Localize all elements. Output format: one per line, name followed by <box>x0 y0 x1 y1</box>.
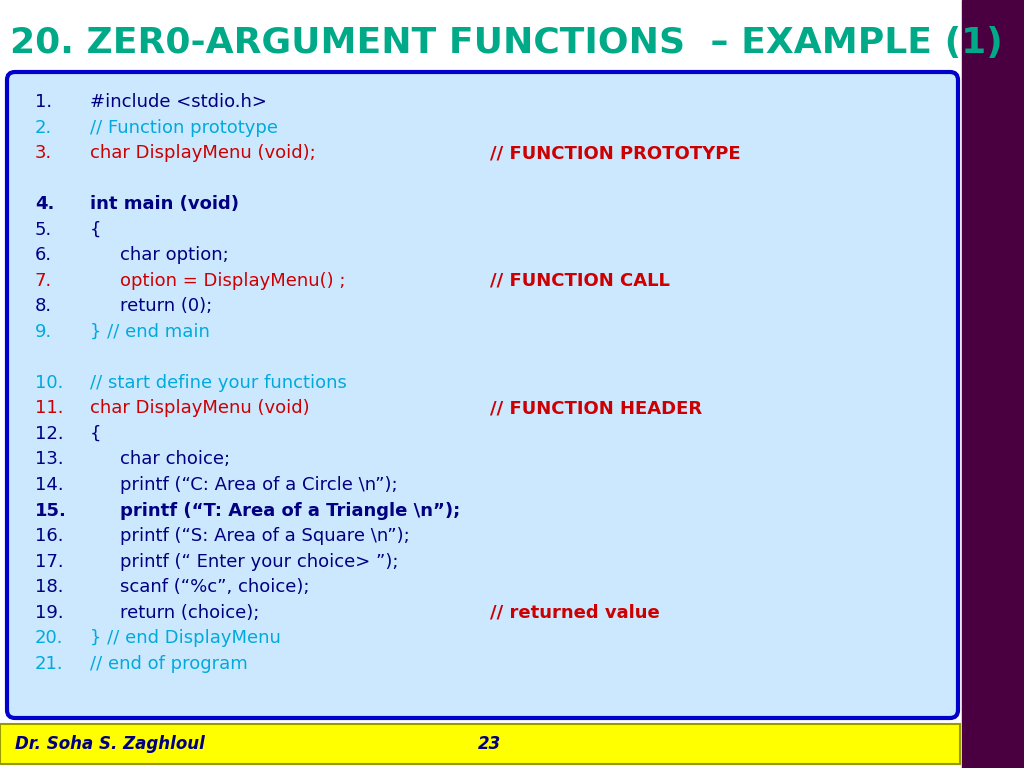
Text: char DisplayMenu (void);: char DisplayMenu (void); <box>90 144 315 162</box>
Text: // end of program: // end of program <box>90 654 248 673</box>
Text: return (0);: return (0); <box>120 297 212 315</box>
Text: 2.: 2. <box>35 118 52 137</box>
Text: 19.: 19. <box>35 604 63 621</box>
Text: 1.: 1. <box>35 93 52 111</box>
Text: #include <stdio.h>: #include <stdio.h> <box>90 93 267 111</box>
Text: char choice;: char choice; <box>120 451 230 468</box>
Text: Dr. Soha S. Zaghloul: Dr. Soha S. Zaghloul <box>15 735 205 753</box>
Text: 12.: 12. <box>35 425 63 443</box>
Text: printf (“ Enter your choice> ”);: printf (“ Enter your choice> ”); <box>120 552 398 571</box>
Text: // Function prototype: // Function prototype <box>90 118 278 137</box>
Bar <box>0 724 961 764</box>
FancyBboxPatch shape <box>7 72 958 718</box>
Text: 21.: 21. <box>35 654 63 673</box>
Text: 5.: 5. <box>35 220 52 239</box>
Text: } // end main: } // end main <box>90 323 210 341</box>
Text: 9.: 9. <box>35 323 52 341</box>
Text: // start define your functions: // start define your functions <box>90 374 347 392</box>
Text: // FUNCTION HEADER: // FUNCTION HEADER <box>490 399 702 417</box>
Text: 17.: 17. <box>35 552 63 571</box>
Text: {: { <box>90 220 101 239</box>
Text: printf (“C: Area of a Circle \n”);: printf (“C: Area of a Circle \n”); <box>120 476 397 494</box>
Text: 20.: 20. <box>35 629 63 647</box>
Text: 10.: 10. <box>35 374 63 392</box>
Text: char DisplayMenu (void): char DisplayMenu (void) <box>90 399 309 417</box>
Bar <box>0 724 961 764</box>
Text: option = DisplayMenu() ;: option = DisplayMenu() ; <box>120 272 345 290</box>
Text: 14.: 14. <box>35 476 63 494</box>
Text: 8.: 8. <box>35 297 52 315</box>
Text: printf (“T: Area of a Triangle \n”);: printf (“T: Area of a Triangle \n”); <box>120 502 460 519</box>
Text: // returned value: // returned value <box>490 604 659 621</box>
Text: 23: 23 <box>478 735 502 753</box>
Text: 4.: 4. <box>35 195 54 214</box>
Text: 6.: 6. <box>35 247 52 264</box>
Text: {: { <box>90 425 101 443</box>
Text: int main (void): int main (void) <box>90 195 239 214</box>
Text: // FUNCTION CALL: // FUNCTION CALL <box>490 272 670 290</box>
Text: 20. ZER0-ARGUMENT FUNCTIONS  – EXAMPLE (1): 20. ZER0-ARGUMENT FUNCTIONS – EXAMPLE (1… <box>10 26 1002 60</box>
Text: printf (“S: Area of a Square \n”);: printf (“S: Area of a Square \n”); <box>120 527 410 545</box>
Text: char option;: char option; <box>120 247 228 264</box>
Bar <box>962 0 1024 768</box>
Text: 3.: 3. <box>35 144 52 162</box>
Text: 13.: 13. <box>35 451 63 468</box>
Text: 18.: 18. <box>35 578 63 596</box>
Text: // FUNCTION PROTOTYPE: // FUNCTION PROTOTYPE <box>490 144 740 162</box>
Text: return (choice);: return (choice); <box>120 604 259 621</box>
Text: 11.: 11. <box>35 399 63 417</box>
Text: } // end DisplayMenu: } // end DisplayMenu <box>90 629 281 647</box>
Text: 15.: 15. <box>35 502 67 519</box>
Text: 7.: 7. <box>35 272 52 290</box>
Text: scanf (“%c”, choice);: scanf (“%c”, choice); <box>120 578 309 596</box>
Text: 16.: 16. <box>35 527 63 545</box>
